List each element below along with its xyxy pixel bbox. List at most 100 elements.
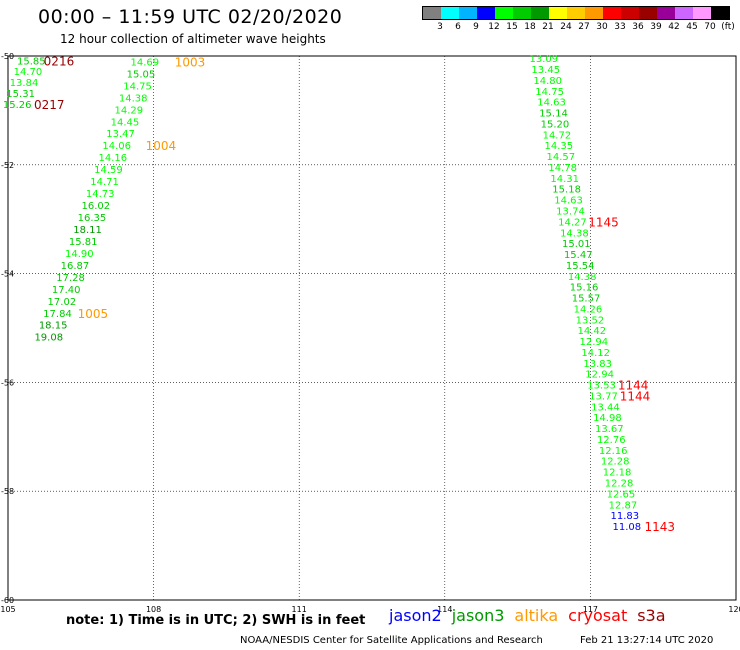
color-scale-label: 6 <box>455 22 461 32</box>
lat-tick-label: -60 <box>1 596 14 605</box>
wave-height-point: 14.59 <box>94 165 123 176</box>
footer-note: note: 1) Time is in UTC; 2) SWH is in fe… <box>66 613 366 628</box>
wave-height-point: 15.16 <box>570 283 599 294</box>
color-scale-cell <box>639 7 657 19</box>
wave-height-point: 16.35 <box>78 213 107 224</box>
wave-height-point: 13.45 <box>531 65 560 76</box>
wave-height-point: 14.38 <box>119 93 148 104</box>
color-scale-cell <box>495 7 513 19</box>
wave-height-point: 14.27 <box>558 217 587 228</box>
color-scale-label: 39 <box>650 22 662 32</box>
pass-time-label: 1145 <box>588 215 619 229</box>
wave-height-point: 15.18 <box>552 185 581 196</box>
wave-height-point: 14.57 <box>546 152 575 163</box>
color-scale-label: 12 <box>488 22 500 32</box>
wave-height-point: 14.73 <box>86 189 115 200</box>
wave-height-point: 19.08 <box>34 333 63 344</box>
color-scale-cell <box>675 7 693 19</box>
axis-tick-labels: 105 108 111 114 117 120 -50 -52 -54 -56 -58 -60 <box>0 52 740 614</box>
color-scale-label: 27 <box>578 22 590 32</box>
lat-tick-label: -56 <box>1 378 14 387</box>
color-scale-cell <box>549 7 567 19</box>
wave-height-point: 12.16 <box>599 446 628 457</box>
wave-height-point: 14.70 <box>14 67 43 78</box>
wave-height-point: 14.35 <box>545 141 574 152</box>
wave-height-point: 11.08 <box>612 522 641 533</box>
wave-height-point: 13.09 <box>529 54 558 65</box>
color-scale-labels: 3 6 9 12 15 18 21 24 27 30 33 36 39 42 45 70 (ft) <box>422 20 735 33</box>
lon-tick-label: 114 <box>437 605 452 614</box>
wave-height-point: 13.83 <box>583 359 612 370</box>
wave-height-point: 14.90 <box>65 249 94 260</box>
wave-height-point: 13.84 <box>10 78 39 89</box>
color-scale-label: 18 <box>524 22 536 32</box>
wave-height-point: 15.57 <box>572 294 601 305</box>
pass-time-label: 0216 <box>44 54 75 68</box>
wave-height-point: 17.84 <box>43 309 72 320</box>
wave-height-point: 14.80 <box>533 76 562 87</box>
wave-height-point: 16.02 <box>82 201 111 212</box>
pass-time-label: 1004 <box>146 139 177 153</box>
generated-timestamp: Feb 21 13:27:14 UTC 2020 <box>580 635 714 646</box>
pass-time-label: 1143 <box>645 520 676 534</box>
pass-time-label: 1005 <box>78 307 109 321</box>
lat-tick-label: -58 <box>1 487 14 496</box>
legend-item-altika: altika <box>514 606 559 625</box>
legend-item-cryosat: cryosat <box>568 606 628 625</box>
color-scale-cell <box>657 7 675 19</box>
wave-height-point: 13.53 <box>587 381 616 392</box>
color-scale-cell <box>603 7 621 19</box>
chart-subtitle: 12 hour collection of altimeter wave hei… <box>60 32 326 46</box>
wave-height-point: 14.69 <box>131 57 160 68</box>
color-scale-label: 24 <box>560 22 572 32</box>
color-scale-cell <box>693 7 711 19</box>
lon-tick-label: 111 <box>292 605 307 614</box>
color-scale-cell <box>621 7 639 19</box>
color-scale-cell <box>513 7 531 19</box>
wave-height-point: 14.38 <box>560 228 589 239</box>
wave-height-point: 12.28 <box>605 478 634 489</box>
color-scale-label: 30 <box>596 22 608 32</box>
color-scale-bar: 3 6 9 12 15 18 21 24 27 30 33 36 39 42 45 70 (ft) <box>422 6 735 33</box>
wave-height-point: 12.94 <box>579 337 608 348</box>
wave-height-point: 14.38 <box>568 272 597 283</box>
wave-height-point: 13.67 <box>595 424 624 435</box>
wave-height-point: 13.74 <box>556 206 585 217</box>
wave-height-labels: 15.8514.7013.8415.3115.2614.6915.0514.75… <box>3 54 641 533</box>
wave-height-point: 18.15 <box>39 321 68 332</box>
color-scale-label: 45 <box>686 22 698 32</box>
wave-height-point: 14.63 <box>554 196 583 207</box>
wave-height-point: 17.40 <box>52 285 81 296</box>
lon-tick-label: 120 <box>728 605 740 614</box>
wave-height-point: 13.44 <box>591 402 620 413</box>
wave-height-point: 15.85 <box>17 56 46 67</box>
lat-tick-label: -54 <box>1 270 14 279</box>
credit-line: NOAA/NESDIS Center for Satellite Applica… <box>240 635 543 646</box>
lon-tick-label: 108 <box>146 605 161 614</box>
color-scale-label: 33 <box>614 22 626 32</box>
legend-item-jason2: jason2 <box>389 606 442 625</box>
wave-height-point: 15.05 <box>127 69 156 80</box>
color-scale-cell <box>441 7 459 19</box>
lat-tick-label: -52 <box>1 161 14 170</box>
legend-item-s3a: s3a <box>637 606 666 625</box>
chart-title: 00:00 – 11:59 UTC 02/20/2020 <box>38 6 343 28</box>
wave-height-point: 15.81 <box>69 237 98 248</box>
wave-height-point: 14.45 <box>111 117 140 128</box>
satellite-legend: jason2 jason3 altika cryosat s3a <box>389 606 676 625</box>
wave-height-point: 17.28 <box>56 273 85 284</box>
wave-height-point: 14.98 <box>593 413 622 424</box>
wave-height-point: 17.02 <box>48 297 77 308</box>
color-scale-cell <box>531 7 549 19</box>
wave-height-point: 14.06 <box>102 141 131 152</box>
wave-height-point: 14.16 <box>99 153 128 164</box>
map-gridlines <box>7 55 737 601</box>
wave-height-point: 15.54 <box>566 261 595 272</box>
wave-height-point: 15.01 <box>562 239 591 250</box>
wave-height-point: 14.26 <box>574 304 603 315</box>
wave-height-point: 14.42 <box>578 326 607 337</box>
wave-height-point: 15.14 <box>539 109 568 120</box>
wave-height-point: 14.71 <box>90 177 119 188</box>
